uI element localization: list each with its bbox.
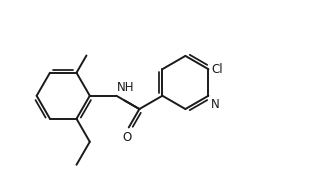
Text: O: O xyxy=(122,130,132,144)
Text: N: N xyxy=(211,98,220,111)
Text: NH: NH xyxy=(117,81,134,94)
Text: Cl: Cl xyxy=(211,63,223,76)
